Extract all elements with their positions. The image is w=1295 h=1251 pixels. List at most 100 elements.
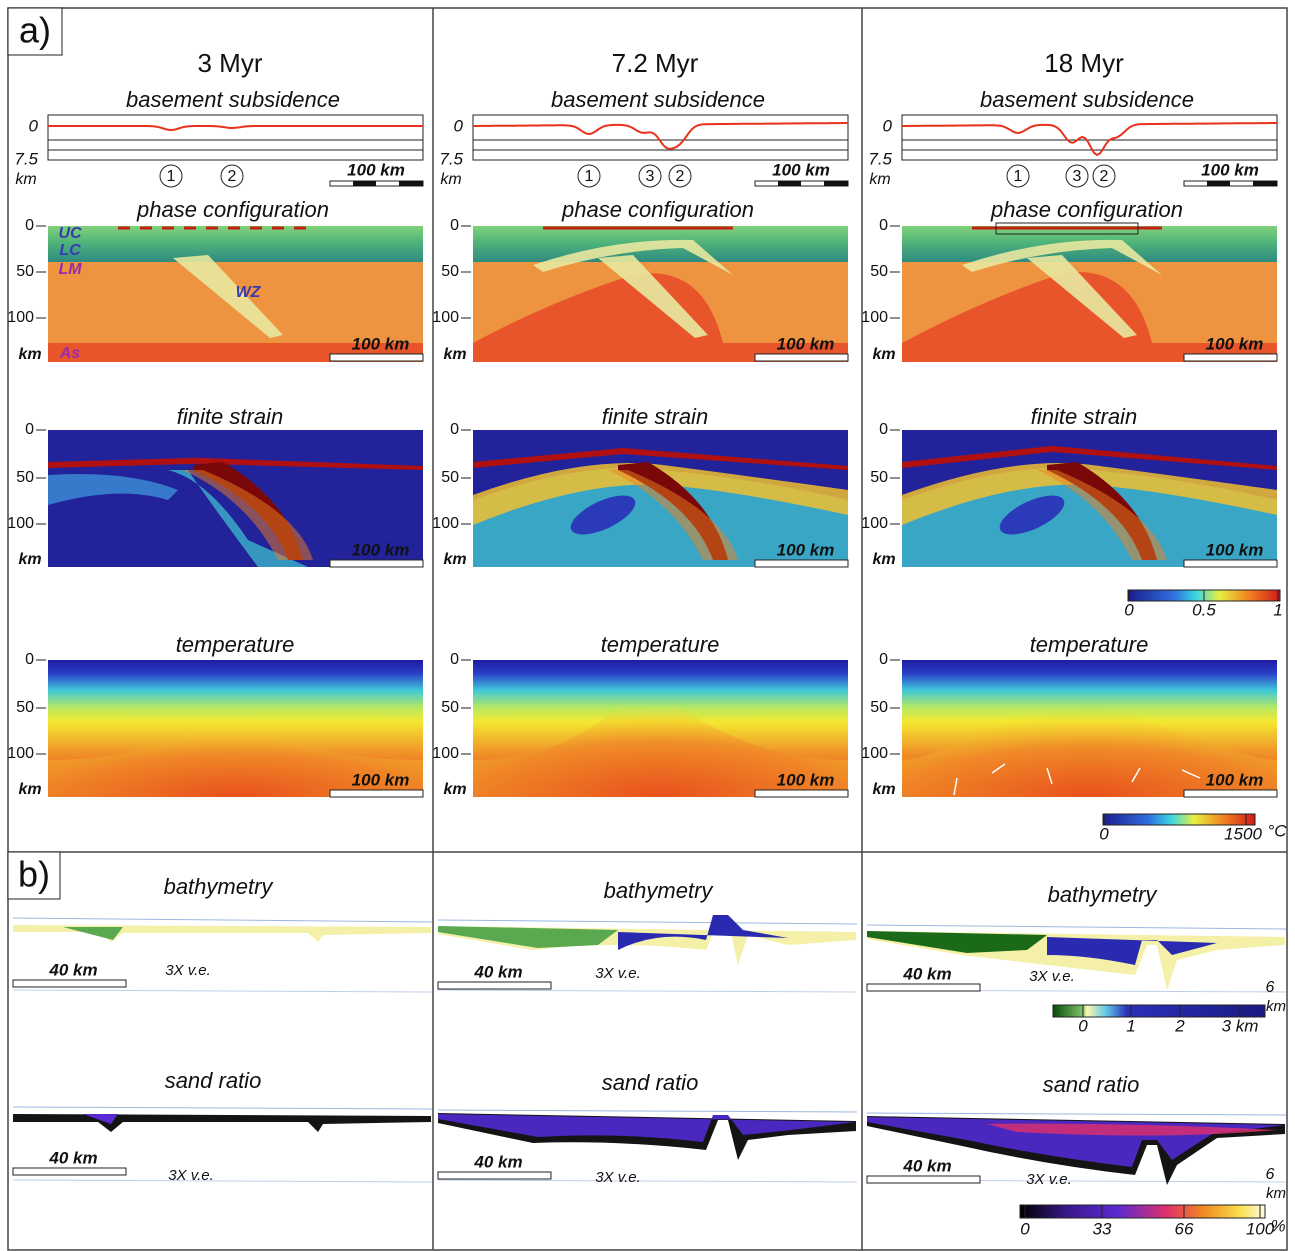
time-title: 18 Myr: [1044, 48, 1124, 78]
scale-bar: [330, 560, 423, 567]
axis-tick-label: 50: [441, 263, 459, 280]
scale-label: 40 km: [473, 1152, 522, 1171]
row-title: phase configuration: [990, 197, 1183, 222]
subsidence-box: [48, 115, 423, 160]
colorbar-label: 0: [1099, 824, 1109, 843]
scale-bar-fill: [399, 181, 423, 186]
axis-tick-label: 0: [879, 421, 888, 438]
time-title: 7.2 Myr: [612, 48, 699, 78]
phase-label: WZ: [236, 284, 262, 301]
axis-tick-label: 7.5: [14, 149, 38, 168]
row-title: finite strain: [1031, 404, 1137, 429]
base-line: [438, 990, 857, 992]
colorbar-label: 2: [1174, 1016, 1185, 1035]
marker-label: 1: [585, 168, 594, 185]
scale-bar: [867, 1176, 980, 1183]
row-title: sand ratio: [165, 1068, 262, 1093]
sea-level: [13, 1107, 432, 1109]
sea-level: [438, 920, 857, 924]
scale-bar-fill: [1207, 181, 1230, 186]
scale-label: 40 km: [48, 1148, 97, 1167]
bathymetry-colorbar: [1053, 1005, 1265, 1017]
axis-unit: km: [872, 551, 895, 568]
axis-unit: km: [440, 171, 461, 188]
marker-label: 3: [646, 168, 655, 185]
row-title: bathymetry: [1048, 882, 1159, 907]
axis-tick-label: 0: [454, 116, 464, 135]
scale-bar-fill: [778, 181, 801, 186]
row-title: finite strain: [177, 404, 283, 429]
row-title: finite strain: [602, 404, 708, 429]
phase-crust: [48, 226, 423, 262]
colorbar-label: 3 km: [1222, 1016, 1259, 1035]
marker-label: 2: [228, 168, 237, 185]
axis-tick-label: 100: [432, 309, 459, 326]
colorbar-label: 0: [1020, 1219, 1030, 1238]
axis-tick-label: 50: [16, 469, 34, 486]
axis-unit: km: [872, 346, 895, 363]
sea-level: [867, 1113, 1286, 1115]
axis-tick-label: 0: [879, 651, 888, 668]
sea-level: [13, 918, 432, 922]
scale-label: 100 km: [777, 770, 835, 789]
scale-bar-fill: [1253, 181, 1277, 186]
base-line: [438, 1180, 857, 1182]
axis-tick-label: 50: [870, 263, 888, 280]
scale-bar: [867, 984, 980, 991]
sea-level: [438, 1110, 857, 1112]
axis-tick-label: 100: [7, 309, 34, 326]
scale-label: 100 km: [352, 540, 410, 559]
scale-label: 100 km: [777, 334, 835, 353]
scale-label: 40 km: [48, 960, 97, 979]
time-title: 3 Myr: [198, 48, 263, 78]
colorbar-label: 0: [1124, 600, 1134, 619]
axis-tick-label: 100: [432, 515, 459, 532]
axis-tick-label: 100: [861, 515, 888, 532]
scale-bar: [1184, 354, 1277, 361]
subsidence-box: [473, 115, 848, 160]
colorbar-unit: °C: [1267, 821, 1287, 840]
colorbar-label: 0: [1078, 1016, 1088, 1035]
axis-unit: km: [18, 346, 41, 363]
panel-label: a): [19, 10, 51, 51]
row-title: temperature: [601, 632, 720, 657]
scale-label: 100 km: [352, 770, 410, 789]
axis-tick-label: 0: [450, 421, 459, 438]
sand-colorbar: [1020, 1205, 1265, 1218]
scale-label: 100 km: [347, 160, 405, 179]
base-line: [13, 990, 432, 992]
scale-bar: [13, 1168, 126, 1175]
ve-label: 3X v.e.: [168, 1167, 214, 1184]
axis-unit: km: [443, 346, 466, 363]
axis-tick-label: 7.5: [868, 149, 892, 168]
scale-bar: [438, 1172, 551, 1179]
scale-bar-fill: [353, 181, 376, 186]
marker-label: 3: [1073, 168, 1082, 185]
scale-label: 40 km: [902, 964, 951, 983]
colorbar-label: 1: [1273, 600, 1282, 619]
scale-label: 100 km: [352, 334, 410, 353]
temperature-colorbar: [1103, 814, 1255, 825]
scale-bar: [755, 560, 848, 567]
axis-tick-label: 100: [861, 309, 888, 326]
scale-label: 100 km: [772, 160, 830, 179]
axis-tick-label: 100: [432, 745, 459, 762]
axis-tick-label: 100: [861, 745, 888, 762]
scale-bar: [13, 980, 126, 987]
axis-tick-label: 50: [16, 263, 34, 280]
row-title: phase configuration: [136, 197, 329, 222]
axis-tick-label: 50: [16, 699, 34, 716]
axis-tick-label: 7.5: [439, 149, 463, 168]
base-line: [13, 1180, 432, 1182]
axis-unit: km: [443, 781, 466, 798]
subsidence-curve: [473, 123, 848, 149]
colorbar-label: 33: [1093, 1219, 1112, 1238]
scale-bar: [1184, 790, 1277, 797]
depth-unit: km: [1266, 998, 1286, 1015]
marker-label: 1: [167, 168, 176, 185]
frame: [8, 8, 1287, 1250]
axis-tick-label: 50: [870, 699, 888, 716]
axis-tick-label: 0: [450, 217, 459, 234]
depth-unit: km: [1266, 1185, 1286, 1202]
scale-bar: [755, 354, 848, 361]
